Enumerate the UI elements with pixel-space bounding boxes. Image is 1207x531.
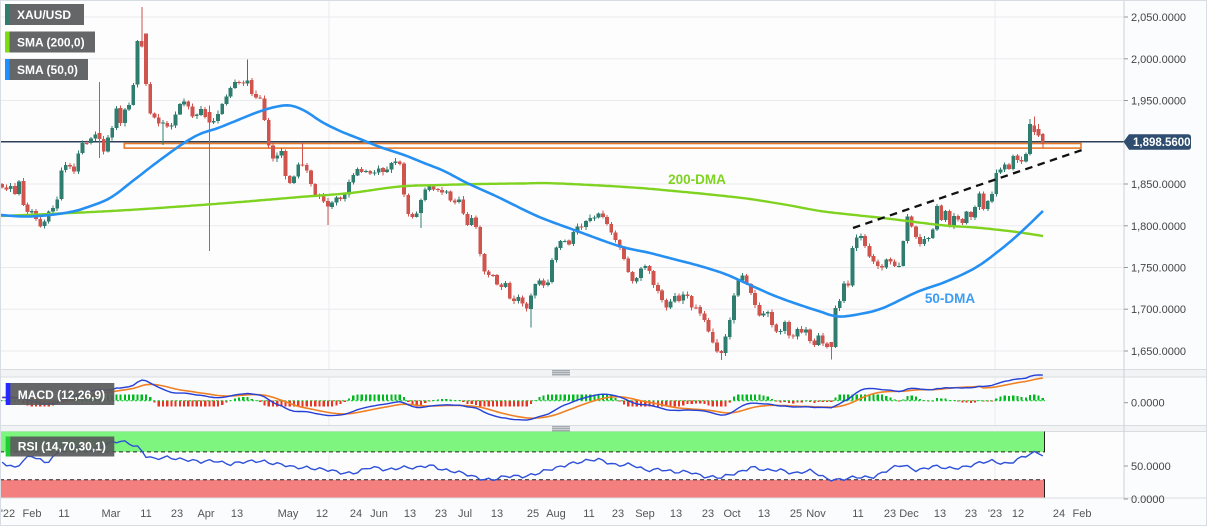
svg-text:1,950.0000: 1,950.0000 [1131,96,1186,108]
svg-text:13: 13 [231,508,243,520]
svg-text:Apr: Apr [197,508,214,520]
svg-text:Jul: Jul [458,508,472,520]
svg-text:Jun: Jun [370,508,388,520]
svg-text:11: 11 [58,508,69,520]
svg-text:12: 12 [316,508,328,520]
svg-text:SMA (200,0): SMA (200,0) [17,36,85,50]
svg-text:50.0000: 50.0000 [1131,461,1171,473]
svg-text:13: 13 [934,508,946,520]
svg-text:1,898.5600: 1,898.5600 [1133,137,1191,149]
svg-text:24: 24 [350,508,362,520]
svg-text:0.0000: 0.0000 [1131,494,1165,506]
svg-text:RSI (14,70,30,1): RSI (14,70,30,1) [18,440,106,454]
svg-text:Aug: Aug [546,508,566,520]
svg-text:SMA (50,0): SMA (50,0) [17,63,78,77]
svg-text:25: 25 [527,508,539,520]
svg-text:1,800.0000: 1,800.0000 [1131,221,1186,233]
svg-text:23: 23 [435,508,447,520]
svg-text:1,700.0000: 1,700.0000 [1131,304,1186,316]
svg-text:12: 12 [1012,508,1024,520]
svg-text:13: 13 [404,508,416,520]
svg-text:Sep: Sep [635,508,655,520]
svg-text:MACD (12,26,9): MACD (12,26,9) [18,388,105,402]
svg-text:11: 11 [583,508,594,520]
svg-text:XAU/USD: XAU/USD [17,8,71,22]
svg-text:Mar: Mar [102,508,121,520]
svg-text:13: 13 [758,508,770,520]
svg-text:25: 25 [790,508,802,520]
svg-text:23: 23 [702,508,714,520]
svg-text:11: 11 [140,508,151,520]
svg-text:1,850.0000: 1,850.0000 [1131,179,1186,191]
svg-text:13: 13 [491,508,503,520]
svg-text:200-DMA: 200-DMA [668,172,726,187]
svg-text:Feb: Feb [23,508,42,520]
svg-text:23: 23 [884,508,896,520]
svg-text:'23: '23 [988,508,1002,520]
svg-text:'22: '22 [1,508,15,520]
svg-text:24: 24 [1053,508,1065,520]
svg-text:23: 23 [612,508,624,520]
svg-text:Dec: Dec [899,508,919,520]
svg-text:0.0000: 0.0000 [1131,398,1165,410]
svg-text:May: May [278,508,299,520]
svg-text:2,000.0000: 2,000.0000 [1131,54,1186,66]
svg-text:23: 23 [965,508,977,520]
svg-text:2,050.0000: 2,050.0000 [1131,12,1186,24]
svg-text:13: 13 [670,508,682,520]
svg-text:11: 11 [852,508,863,520]
svg-text:1,750.0000: 1,750.0000 [1131,263,1186,275]
svg-text:50-DMA: 50-DMA [925,291,976,306]
svg-text:1,650.0000: 1,650.0000 [1131,346,1186,358]
svg-text:Nov: Nov [806,508,826,520]
svg-text:Feb: Feb [1073,508,1092,520]
svg-text:23: 23 [171,508,183,520]
svg-text:Oct: Oct [723,508,740,520]
